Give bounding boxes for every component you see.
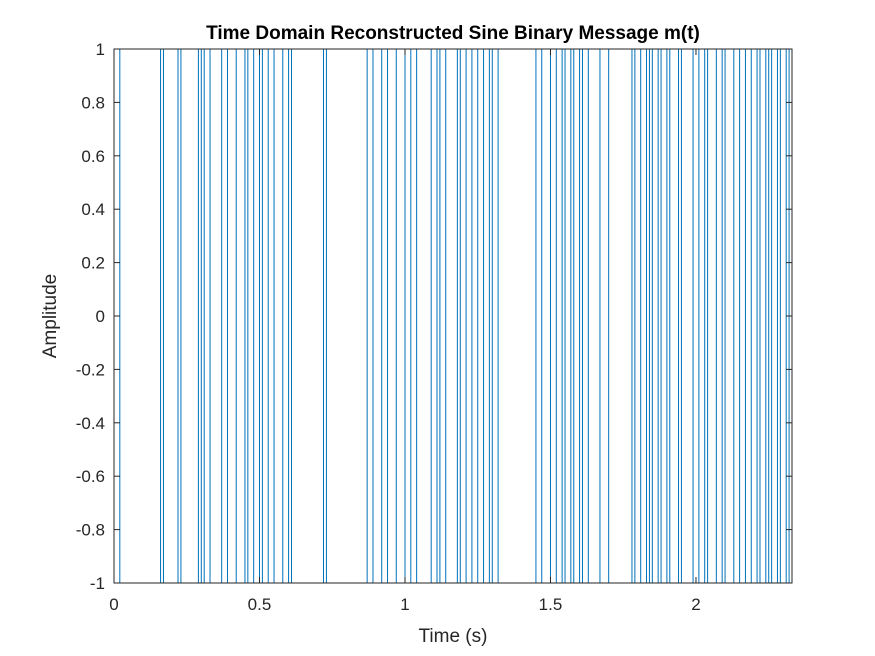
x-tick-label: 2 — [691, 595, 700, 614]
y-tick-label: -0.6 — [76, 467, 105, 486]
y-tick-label: 0 — [96, 307, 105, 326]
y-tick-label: -0.2 — [76, 360, 105, 379]
y-tick-label: 0.4 — [81, 200, 105, 219]
axes-box — [113, 48, 793, 584]
x-tick-label: 1.5 — [539, 595, 563, 614]
x-axis-ticks: 0 0.5 1 1.5 2 — [109, 49, 701, 614]
y-axis-ticks: -1 -0.8 -0.6 -0.4 -0.2 0 0.2 0.4 0.6 0.8 1 — [76, 40, 792, 593]
chart-title: Time Domain Reconstructed Sine Binary Me… — [206, 23, 700, 44]
y-tick-label: 0.2 — [81, 254, 105, 273]
y-axis-label: Amplitude — [40, 274, 61, 359]
x-tick-label: 0 — [109, 595, 118, 614]
series-line-m-t — [114, 48, 792, 584]
x-tick-label: 1 — [400, 595, 409, 614]
y-tick-label: -1 — [90, 574, 105, 593]
y-tick-label: 0.6 — [81, 147, 105, 166]
y-tick-label: -0.4 — [76, 414, 105, 433]
x-axis-label: Time (s) — [419, 626, 488, 647]
y-tick-label: -0.8 — [76, 521, 105, 540]
y-tick-label: 0.8 — [81, 93, 105, 112]
plot-area — [113, 48, 793, 584]
x-tick-label: 0.5 — [248, 595, 272, 614]
y-tick-label: 1 — [96, 40, 105, 59]
